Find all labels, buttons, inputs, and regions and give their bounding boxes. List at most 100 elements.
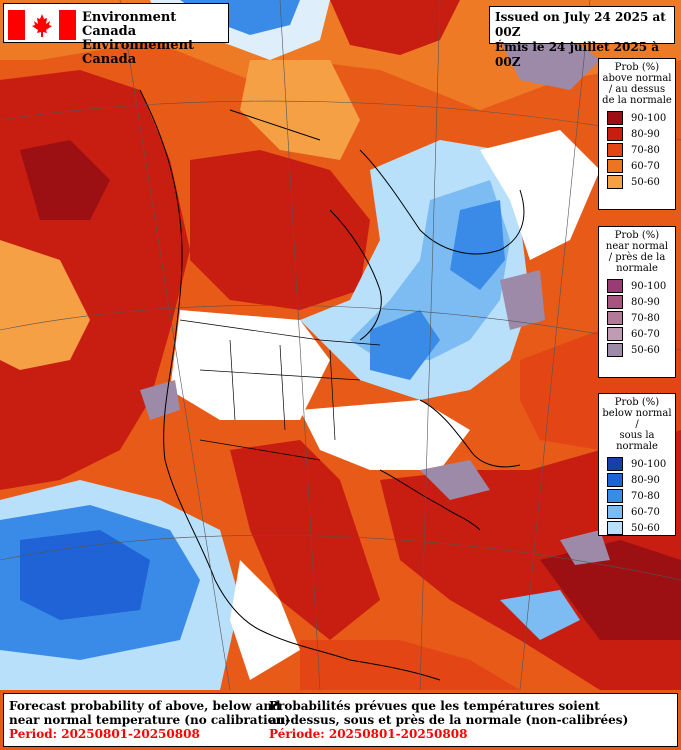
- lat-lon-grid: [0, 0, 681, 691]
- footer-fr-period: Période: 20250801-20250808: [269, 727, 468, 741]
- legend-swatch: [607, 279, 623, 293]
- us-plains-white: [170, 310, 330, 420]
- legend-swatch: [607, 311, 623, 325]
- canada-above-strong: [190, 150, 370, 310]
- legend-near-title: Prob (%) near normal / près de la normal…: [599, 227, 675, 278]
- legend-swatch: [607, 505, 623, 519]
- legend-swatch: [607, 489, 623, 503]
- legend-swatch: [607, 521, 623, 535]
- issued-date-box: Issued on July 24 2025 at 00Z Émis le 24…: [489, 6, 675, 69]
- legend-above-row: 70-80: [607, 142, 675, 158]
- legend-near-title-line: normale: [616, 263, 658, 274]
- footer-en: Forecast probability of above, below and…: [9, 699, 290, 741]
- footer-en-line1: Forecast probability of above, below and: [9, 699, 281, 713]
- agency-logo-box: Environment Canada Environnement Canada: [3, 3, 229, 67]
- legend-label: 90-100: [631, 112, 667, 124]
- labrador-sea-white: [480, 130, 600, 260]
- legend-swatch: [607, 343, 623, 357]
- agency-name-fr: Environnement Canada: [82, 38, 195, 67]
- legend-above-title-line: above normal: [602, 73, 672, 84]
- canada-flag-icon: [8, 10, 76, 40]
- political-borders: [179, 319, 381, 461]
- near-normal-patch-east: [500, 270, 545, 330]
- legend-swatch: [607, 175, 623, 189]
- mexico-pacific-white: [230, 560, 300, 680]
- legend-above-title-line: Prob (%): [614, 62, 660, 73]
- legend-below-title-line: below normal /: [602, 408, 672, 430]
- legend-below-title: Prob (%) below normal / sous la normale: [599, 394, 675, 456]
- issued-en: Issued on July 24 2025 at 00Z: [495, 10, 666, 39]
- legend-label: 60-70: [631, 328, 660, 340]
- legend-near-title-line: Prob (%): [614, 230, 660, 241]
- arctic-near-normal: [500, 30, 600, 90]
- east-pacific-below-strong: [20, 530, 150, 620]
- legend-swatch: [607, 473, 623, 487]
- us-southeast-white: [300, 400, 470, 470]
- caribbean-below-patch: [500, 590, 580, 640]
- footer-en-period: Period: 20250801-20250808: [9, 727, 200, 741]
- legend-below-row: 80-90: [607, 472, 675, 488]
- legend-near-row: 70-80: [607, 310, 675, 326]
- legend-near-title-line: near normal: [605, 241, 669, 252]
- legend-label: 80-90: [631, 296, 660, 308]
- mexico-above-strong: [230, 440, 380, 640]
- legend-label: 90-100: [631, 280, 667, 292]
- legend-label: 90-100: [631, 458, 667, 470]
- pacific-above-very-strong: [20, 140, 110, 220]
- legend-below-row: 90-100: [607, 456, 675, 472]
- legend-label: 50-60: [631, 522, 660, 534]
- caribbean-above-very-strong: [540, 540, 681, 640]
- legend-above-row: 60-70: [607, 158, 675, 174]
- legend-below-title-line: sous la normale: [616, 430, 658, 452]
- legend-label: 60-70: [631, 160, 660, 172]
- near-normal-patch-gulf: [420, 460, 490, 500]
- legend-above-title: Prob (%) above normal / au dessus de la …: [599, 59, 675, 110]
- legend-near-row: 90-100: [607, 278, 675, 294]
- legend-below-title-line: Prob (%): [614, 397, 660, 408]
- legend-label: 70-80: [631, 144, 660, 156]
- legend-label: 50-60: [631, 344, 660, 356]
- legend-swatch: [607, 457, 623, 471]
- great-lakes-below: [370, 310, 440, 380]
- legend-swatch: [607, 127, 623, 141]
- legend-below-row: 50-60: [607, 520, 675, 536]
- legend-below-row: 60-70: [607, 504, 675, 520]
- nunavut-above-light: [240, 60, 360, 160]
- legend-above-row: 90-100: [607, 110, 675, 126]
- central-america-above: [300, 640, 520, 690]
- legend-near-row: 80-90: [607, 294, 675, 310]
- near-normal-patch-west: [140, 380, 180, 420]
- legend-swatch: [607, 111, 623, 125]
- legend-above-row: 80-90: [607, 126, 675, 142]
- legend-label: 70-80: [631, 312, 660, 324]
- arctic-above-strong: [330, 0, 460, 55]
- pacific-above-light: [0, 240, 90, 370]
- legend-below-normal: Prob (%) below normal / sous la normale …: [598, 393, 676, 536]
- legend-swatch: [607, 159, 623, 173]
- legend-label: 50-60: [631, 176, 660, 188]
- legend-near-normal: Prob (%) near normal / près de la normal…: [598, 226, 676, 378]
- footer-en-line2: near normal temperature (no calibration): [9, 713, 291, 727]
- footer-caption: Forecast probability of above, below and…: [3, 693, 678, 747]
- legend-label: 80-90: [631, 474, 660, 486]
- legend-near-row: 60-70: [607, 326, 675, 342]
- footer-fr-line2: au-dessus, sous et près de la normale (n…: [269, 713, 629, 727]
- legend-above-title-line: / au dessus: [608, 84, 666, 95]
- near-normal-patch-caribbean: [560, 530, 610, 565]
- legend-below-row: 70-80: [607, 488, 675, 504]
- legend-above-row: 50-60: [607, 174, 675, 190]
- legend-label: 80-90: [631, 128, 660, 140]
- legend-swatch: [607, 143, 623, 157]
- agency-name-en: Environment Canada: [82, 10, 177, 39]
- legend-above-normal: Prob (%) above normal / au dessus de la …: [598, 58, 676, 210]
- coastlines: [139, 89, 525, 681]
- legend-near-title-line: / près de la: [608, 252, 666, 263]
- legend-swatch: [607, 295, 623, 309]
- legend-label: 60-70: [631, 506, 660, 518]
- legend-label: 70-80: [631, 490, 660, 502]
- agency-name: Environment Canada Environnement Canada: [82, 11, 228, 67]
- footer-fr-line1: Probabilités prévues que les température…: [269, 699, 600, 713]
- issued-fr: Émis le 24 juillet 2025 à 00Z: [495, 40, 660, 69]
- footer-fr: Probabilités prévues que les température…: [269, 699, 628, 741]
